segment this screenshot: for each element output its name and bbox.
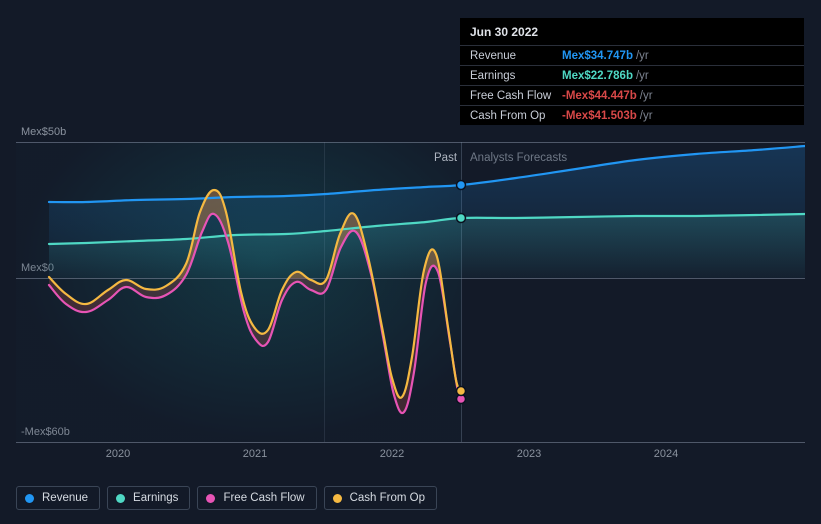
chart-svg <box>16 142 805 442</box>
legend-label: Earnings <box>133 492 178 504</box>
tooltip-row-value: Mex$34.747b <box>562 50 633 62</box>
tooltip-row-value: -Mex$41.503b <box>562 110 637 122</box>
tooltip-row-unit: /yr <box>640 110 653 122</box>
tooltip-row-revenue: Revenue Mex$34.747b /yr <box>460 45 804 65</box>
legend-label: Cash From Op <box>350 492 425 504</box>
legend-dot <box>116 494 125 503</box>
tooltip: Jun 30 2022 Revenue Mex$34.747b /yr Earn… <box>460 18 804 125</box>
legend-item-earnings[interactable]: Earnings <box>107 486 190 510</box>
legend-dot <box>206 494 215 503</box>
x-tick-label: 2020 <box>106 448 130 460</box>
x-tick-label: 2021 <box>243 448 267 460</box>
tooltip-row-cfo: Cash From Op -Mex$41.503b /yr <box>460 105 804 125</box>
tooltip-row-unit: /yr <box>636 50 649 62</box>
legend-label: Free Cash Flow <box>223 492 304 504</box>
y-tick-label: Mex$50b <box>21 126 66 138</box>
tooltip-row-earnings: Earnings Mex$22.786b /yr <box>460 65 804 85</box>
legend-dot <box>333 494 342 503</box>
x-axis: 2020 2021 2022 2023 2024 <box>16 448 805 468</box>
x-tick-label: 2024 <box>654 448 678 460</box>
tooltip-row-label: Free Cash Flow <box>470 90 562 102</box>
x-tick-label: 2022 <box>380 448 404 460</box>
tooltip-row-unit: /yr <box>636 70 649 82</box>
tooltip-row-value: Mex$22.786b <box>562 70 633 82</box>
gridline-h <box>16 442 805 443</box>
legend-item-revenue[interactable]: Revenue <box>16 486 100 510</box>
legend: Revenue Earnings Free Cash Flow Cash Fro… <box>16 486 437 510</box>
tooltip-row-label: Earnings <box>470 70 562 82</box>
tooltip-row-value: -Mex$44.447b <box>562 90 637 102</box>
tooltip-date: Jun 30 2022 <box>460 18 804 45</box>
tooltip-row-label: Cash From Op <box>470 110 562 122</box>
legend-item-fcf[interactable]: Free Cash Flow <box>197 486 316 510</box>
tooltip-row-fcf: Free Cash Flow -Mex$44.447b /yr <box>460 85 804 105</box>
legend-dot <box>25 494 34 503</box>
plot-area[interactable]: Past Analysts Forecasts <box>16 142 805 442</box>
tooltip-row-unit: /yr <box>640 90 653 102</box>
x-tick-label: 2023 <box>517 448 541 460</box>
tooltip-row-label: Revenue <box>470 50 562 62</box>
legend-label: Revenue <box>42 492 88 504</box>
legend-item-cfo[interactable]: Cash From Op <box>324 486 437 510</box>
